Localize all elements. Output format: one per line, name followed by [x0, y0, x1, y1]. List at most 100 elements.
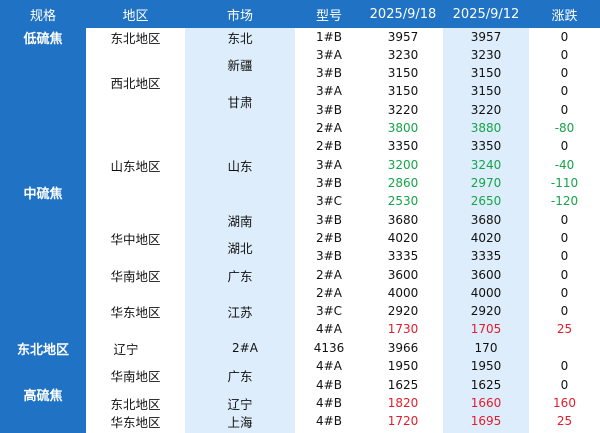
change-cell: 0: [560, 213, 569, 227]
v1-cell: 3350: [387, 139, 419, 153]
spec-column-bg: [0, 0, 86, 433]
model-cell: 3#C: [315, 304, 343, 318]
region-cell: 东北地区: [110, 396, 161, 412]
v2-cell: 3600: [470, 268, 502, 282]
v1-cell: 3220: [387, 103, 419, 117]
v2-cell: 3350: [470, 139, 502, 153]
spec-low-sulfur: 低硫焦: [23, 31, 63, 47]
v2-cell: 1660: [470, 396, 502, 410]
region-cell: 华东地区: [110, 414, 161, 430]
spec-northeast: 东北地区: [16, 342, 69, 358]
region-cell: 东北地区: [110, 30, 161, 46]
v2-cell: 3150: [470, 84, 502, 98]
market-cell: 湖北: [227, 240, 253, 256]
v1-cell: 3800: [387, 121, 419, 135]
v1-cell: 3200: [387, 158, 419, 172]
change-cell: 0: [560, 268, 569, 282]
header-market: 市场: [226, 8, 253, 24]
change-cell: 0: [560, 359, 569, 373]
header-model: 型号: [315, 8, 342, 24]
model-cell: 3#B: [316, 213, 342, 227]
v2-cell: 3240: [470, 158, 502, 172]
v2-cell: 4020: [470, 231, 502, 245]
model-cell: 4#A: [316, 322, 342, 336]
model-cell: 3#A: [316, 48, 342, 62]
model-cell: 2#A: [316, 268, 342, 282]
model-cell: 2#B: [316, 231, 342, 245]
model-cell: 3#B: [316, 66, 342, 80]
model-cell: 4#A: [316, 359, 342, 373]
change-cell: 0: [560, 103, 569, 117]
v1-cell: 3230: [387, 48, 419, 62]
model-cell: 4#B: [316, 396, 342, 410]
v1-cell: 1730: [387, 322, 419, 336]
v2-cell: 1695: [470, 414, 502, 428]
v1-cell: 4000: [387, 286, 419, 300]
v2-cell: 3880: [470, 121, 502, 135]
change-cell: 25: [556, 322, 573, 336]
v2-cell: 1950: [470, 359, 502, 373]
v1-cell: 3600: [387, 268, 419, 282]
market-cell: 辽宁: [227, 396, 253, 412]
v1-cell: 1820: [387, 396, 419, 410]
v1-cell: 2530: [387, 194, 419, 208]
region-cell: 华东地区: [110, 304, 161, 320]
change-cell: -120: [550, 194, 579, 208]
model-cell: 3#B: [316, 103, 342, 117]
model-cell: 2#B: [316, 139, 342, 153]
header-change: 涨跌: [551, 8, 578, 24]
market-cell: 山东: [227, 158, 253, 174]
v2-cell: 3680: [470, 213, 502, 227]
v1-cell: 3335: [387, 249, 419, 263]
v1-cell: 4020: [387, 231, 419, 245]
v1-cell: 2920: [387, 304, 419, 318]
v2-cell: 2970: [470, 176, 502, 190]
header-region: 地区: [122, 8, 149, 24]
model-cell: 4#B: [316, 414, 342, 428]
v2-cell: 3220: [470, 103, 502, 117]
special-row-change: 170: [474, 341, 498, 355]
market-cell: 甘肃: [227, 94, 253, 110]
change-cell: 0: [560, 304, 569, 318]
v2-cell: 2920: [470, 304, 502, 318]
change-cell: 0: [560, 30, 569, 44]
v1-cell: 3957: [387, 30, 419, 44]
v1-cell: 2860: [387, 176, 419, 190]
change-cell: 160: [553, 396, 576, 410]
v2-cell: 3230: [470, 48, 502, 62]
header-date-1: 2025/9/18: [369, 6, 437, 22]
special-row-v1: 4136: [313, 341, 345, 355]
model-cell: 4#B: [316, 378, 342, 392]
region-cell: 华中地区: [110, 231, 161, 247]
v2-cell: 1625: [470, 378, 502, 392]
market-cell: 湖南: [227, 213, 253, 229]
model-cell: 3#B: [316, 176, 342, 190]
v1-cell: 1950: [387, 359, 419, 373]
change-cell: 0: [560, 286, 569, 300]
change-cell: 0: [560, 48, 569, 62]
market-cell: 广东: [227, 268, 253, 284]
v2-column-bg: [443, 0, 529, 433]
market-column-bg: [185, 0, 295, 433]
v2-cell: 2650: [470, 194, 502, 208]
model-cell: 3#C: [315, 194, 343, 208]
market-cell: 新疆: [227, 57, 253, 73]
change-cell: 0: [560, 84, 569, 98]
header-spec: 规格: [29, 8, 56, 24]
header-date-2: 2025/9/12: [452, 6, 520, 22]
special-row-v2: 3966: [387, 341, 419, 355]
v2-cell: 1705: [470, 322, 502, 336]
change-cell: 0: [560, 249, 569, 263]
v1-cell: 3680: [387, 213, 419, 227]
region-cell: 华南地区: [110, 268, 161, 284]
v2-cell: 3150: [470, 66, 502, 80]
v1-cell: 3150: [387, 84, 419, 98]
market-cell: 江苏: [227, 304, 253, 320]
change-cell: -80: [554, 121, 575, 135]
market-cell: 广东: [227, 368, 253, 384]
v2-cell: 3335: [470, 249, 502, 263]
v1-cell: 1625: [387, 378, 419, 392]
special-row-market: 辽宁: [113, 341, 139, 357]
model-cell: 1#B: [316, 30, 342, 44]
